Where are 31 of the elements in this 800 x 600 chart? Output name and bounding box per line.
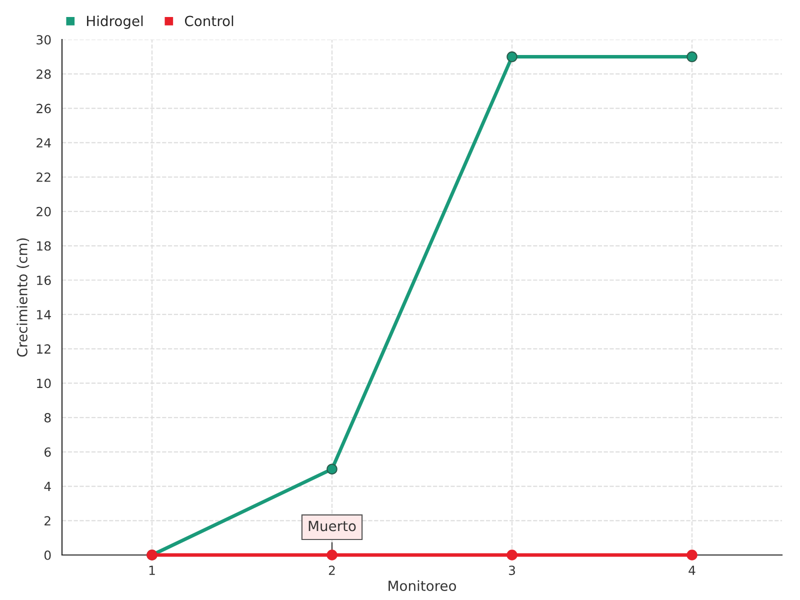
y-tick-label: 14 <box>37 310 51 320</box>
y-tick-label: 6 <box>44 447 51 457</box>
x-tick-label: 3 <box>508 566 515 576</box>
y-tick-label: 0 <box>44 550 51 560</box>
point <box>326 464 338 474</box>
y-tick-label: 26 <box>36 104 51 114</box>
x-axis-title: Monitoreo <box>388 580 456 592</box>
y-tick-label: 10 <box>37 378 51 388</box>
y-tick-label: 2 <box>44 516 50 526</box>
point <box>686 51 698 62</box>
x-tick-label: 1 <box>149 566 155 575</box>
annotation: Muerto <box>308 520 356 532</box>
point <box>506 51 518 62</box>
y-tick-label: 8 <box>44 413 51 422</box>
y-tick-label: 30 <box>36 35 51 45</box>
y-axis-title: Crecimiento (cm) <box>16 238 30 357</box>
y-tick-label: 20 <box>36 206 51 216</box>
legend-label: Control <box>184 16 234 26</box>
point <box>326 550 338 560</box>
x-tick-label: 4 <box>688 566 696 575</box>
y-tick-label: 12 <box>37 344 50 354</box>
y-tick-label: 18 <box>37 241 51 251</box>
legend-label: Hidrogel <box>87 16 143 29</box>
point <box>686 550 698 560</box>
y-tick-label: 28 <box>36 69 51 79</box>
y-tick-label: 16 <box>37 276 51 286</box>
x-tick-label: 2 <box>328 566 335 575</box>
y-tick-label: 22 <box>36 172 50 182</box>
point <box>506 550 518 560</box>
y-tick-label: 4 <box>44 482 51 492</box>
y-tick-label: 24 <box>36 138 51 148</box>
